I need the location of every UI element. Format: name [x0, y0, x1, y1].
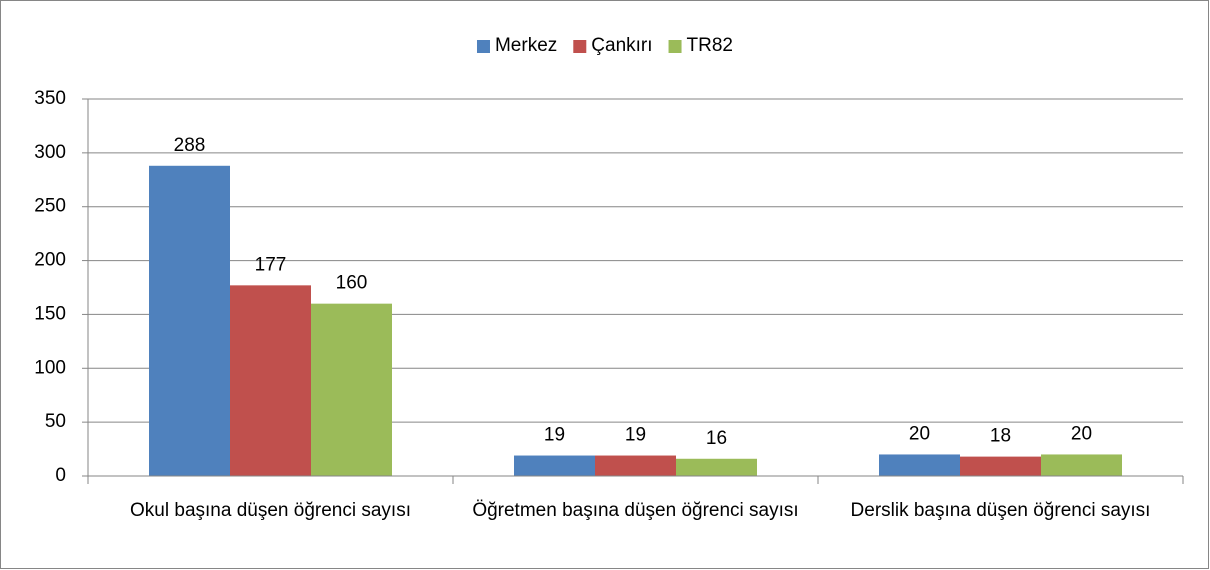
- y-tick-label: 100: [34, 357, 66, 378]
- value-label: 177: [255, 254, 287, 275]
- y-tick-label: 50: [45, 411, 66, 432]
- value-label: 160: [336, 273, 368, 294]
- y-tick-label: 150: [34, 303, 66, 324]
- x-tick-label: Derslik başına düşen öğrenci sayısı: [850, 500, 1151, 521]
- x-tick-label: Okul başına düşen öğrenci sayısı: [130, 500, 411, 521]
- y-tick-label: 300: [34, 142, 66, 163]
- legend-swatch: [573, 40, 587, 53]
- bar: [311, 303, 392, 476]
- y-tick-label: 350: [34, 88, 66, 109]
- bar: [514, 455, 595, 476]
- y-tick-label: 0: [55, 465, 66, 486]
- legend-label: TR82: [687, 35, 733, 56]
- bar: [595, 455, 676, 476]
- bar: [230, 285, 311, 476]
- value-label: 20: [909, 423, 930, 444]
- bar: [676, 458, 757, 476]
- bar: [960, 456, 1041, 476]
- legend-label: Çankırı: [591, 35, 652, 56]
- bar: [149, 165, 230, 477]
- value-label: 19: [625, 425, 646, 446]
- value-label: 18: [990, 426, 1011, 447]
- value-label: 16: [706, 428, 727, 449]
- value-label: 20: [1071, 423, 1092, 444]
- bar: [1041, 454, 1122, 476]
- value-label: 288: [174, 135, 206, 156]
- value-label: 19: [544, 425, 565, 446]
- x-tick-label: Öğretmen başına düşen öğrenci sayısı: [472, 500, 799, 521]
- legend-swatch: [668, 40, 682, 53]
- legend-label: Merkez: [495, 35, 557, 56]
- y-tick-label: 250: [34, 196, 66, 217]
- bar: [879, 454, 960, 476]
- legend-swatch: [476, 40, 490, 53]
- y-tick-label: 200: [34, 250, 66, 271]
